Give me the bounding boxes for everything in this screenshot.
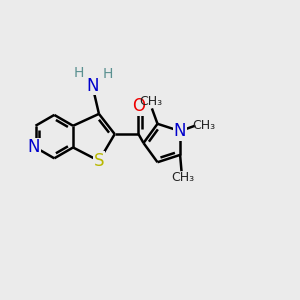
Text: N: N (28, 139, 40, 157)
Text: N: N (86, 77, 99, 95)
Text: H: H (103, 68, 113, 81)
Text: CH₃: CH₃ (192, 119, 215, 132)
Text: CH₃: CH₃ (171, 171, 195, 184)
Text: O: O (132, 97, 145, 115)
Text: H: H (74, 66, 84, 80)
Text: N: N (174, 122, 186, 140)
Text: CH₃: CH₃ (139, 95, 162, 108)
Text: S: S (94, 152, 104, 170)
